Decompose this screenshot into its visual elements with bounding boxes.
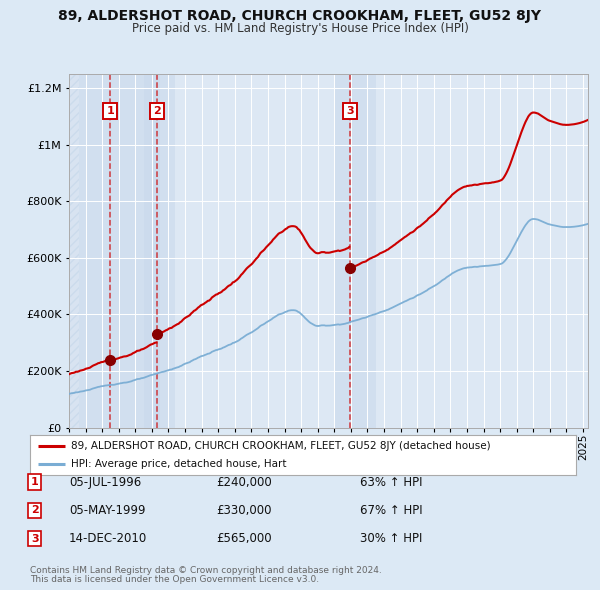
Bar [69, 74, 79, 428]
Bar [334, 74, 376, 428]
Text: Price paid vs. HM Land Registry's House Price Index (HPI): Price paid vs. HM Land Registry's House … [131, 22, 469, 35]
Text: 3: 3 [346, 106, 354, 116]
Bar [69, 74, 160, 428]
Text: 30% ↑ HPI: 30% ↑ HPI [360, 532, 422, 545]
Text: Contains HM Land Registry data © Crown copyright and database right 2024.: Contains HM Land Registry data © Crown c… [30, 566, 382, 575]
Text: 1: 1 [107, 106, 115, 116]
Text: 2: 2 [154, 106, 161, 116]
Text: 89, ALDERSHOT ROAD, CHURCH CROOKHAM, FLEET, GU52 8JY (detached house): 89, ALDERSHOT ROAD, CHURCH CROOKHAM, FLE… [71, 441, 491, 451]
Text: £565,000: £565,000 [216, 532, 272, 545]
Text: 1: 1 [31, 477, 38, 487]
Text: 67% ↑ HPI: 67% ↑ HPI [360, 504, 422, 517]
Text: £240,000: £240,000 [216, 476, 272, 489]
Text: This data is licensed under the Open Government Licence v3.0.: This data is licensed under the Open Gov… [30, 575, 319, 584]
Text: HPI: Average price, detached house, Hart: HPI: Average price, detached house, Hart [71, 459, 286, 469]
Text: 89, ALDERSHOT ROAD, CHURCH CROOKHAM, FLEET, GU52 8JY: 89, ALDERSHOT ROAD, CHURCH CROOKHAM, FLE… [59, 9, 542, 24]
Text: 63% ↑ HPI: 63% ↑ HPI [360, 476, 422, 489]
Text: 05-MAY-1999: 05-MAY-1999 [69, 504, 146, 517]
Text: 2: 2 [31, 506, 38, 515]
Bar [143, 74, 175, 428]
Text: 05-JUL-1996: 05-JUL-1996 [69, 476, 141, 489]
Text: £330,000: £330,000 [216, 504, 271, 517]
Text: 3: 3 [31, 534, 38, 543]
Text: 14-DEC-2010: 14-DEC-2010 [69, 532, 147, 545]
